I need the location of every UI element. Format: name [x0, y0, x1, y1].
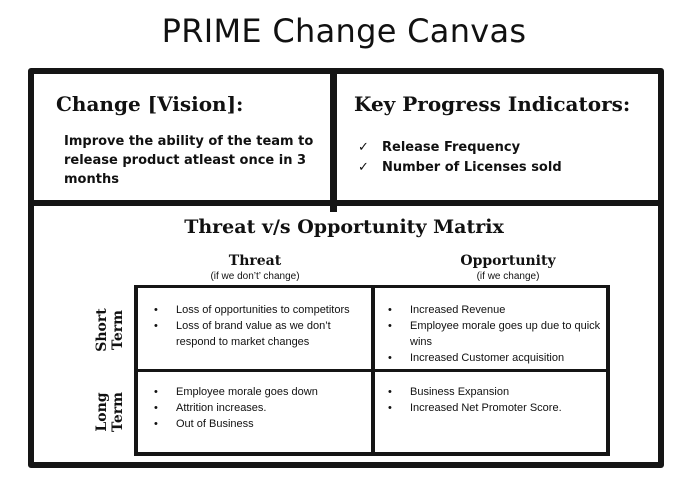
row-label: Long Term — [94, 392, 126, 432]
row-label-line: Long — [94, 392, 110, 432]
vision-text: Improve the ability of the team to relea… — [64, 134, 314, 187]
column-header-threat: Threat (if we don’t’ change) — [150, 253, 360, 283]
column-heading: Threat — [228, 253, 282, 269]
column-header-opportunity: Opportunity (if we change) — [398, 253, 618, 283]
column-heading: Opportunity — [460, 253, 556, 269]
row-label: Short Term — [94, 308, 126, 351]
list-item: Attrition increases. — [150, 400, 372, 416]
cell-opportunity-long-term: Business Expansion Increased Net Promote… — [384, 384, 608, 416]
list-item: Increased Net Promoter Score. — [384, 400, 608, 416]
vision-heading: Change [Vision]: — [56, 92, 244, 116]
list-item: Loss of brand value as we don’t respond … — [150, 318, 372, 350]
page-title: PRIME Change Canvas — [161, 12, 527, 50]
top-divider-vertical — [330, 72, 337, 212]
list-item: Out of Business — [150, 416, 372, 432]
checkmark-icon: ✓ — [358, 160, 369, 175]
canvas-frame — [28, 68, 664, 468]
kpi-item: ✓ Number of Licenses sold — [358, 158, 562, 178]
list-item: Increased Revenue — [384, 302, 608, 318]
row-label-line: Short — [94, 308, 110, 352]
list-item: Employee morale goes up due to quick win… — [384, 318, 608, 350]
kpi-list: ✓ Release Frequency ✓ Number of Licenses s… — [358, 138, 562, 178]
matrix-title: Threat v/s Opportunity Matrix — [184, 216, 504, 238]
row-header-short-term: Short Term — [92, 290, 128, 370]
list-item: Loss of opportunities to competitors — [150, 302, 372, 318]
row-label-line: Term — [110, 310, 126, 350]
checkmark-icon: ✓ — [358, 140, 369, 155]
row-label-line: Term — [110, 392, 126, 432]
cell-opportunity-short-term: Increased Revenue Employee morale goes u… — [384, 302, 608, 366]
kpi-item-label: Number of Licenses sold — [382, 160, 562, 175]
matrix-grid-line — [606, 285, 610, 456]
list-item: Employee morale goes down — [150, 384, 372, 400]
cell-threat-short-term: Loss of opportunities to competitors Los… — [150, 302, 372, 350]
column-subheading: (if we change) — [476, 271, 540, 282]
row-header-long-term: Long Term — [92, 372, 128, 452]
section-divider-horizontal — [28, 200, 664, 206]
matrix-grid-line — [134, 285, 138, 456]
cell-threat-long-term: Employee morale goes down Attrition incr… — [150, 384, 372, 432]
list-item: Business Expansion — [384, 384, 608, 400]
column-subheading: (if we don’t’ change) — [210, 271, 300, 282]
list-item: Increased Customer acquisition — [384, 350, 608, 366]
kpi-item-label: Release Frequency — [382, 140, 521, 155]
matrix-grid-line — [371, 285, 375, 456]
kpi-heading: Key Progress Indicators: — [354, 92, 631, 116]
kpi-item: ✓ Release Frequency — [358, 138, 562, 158]
